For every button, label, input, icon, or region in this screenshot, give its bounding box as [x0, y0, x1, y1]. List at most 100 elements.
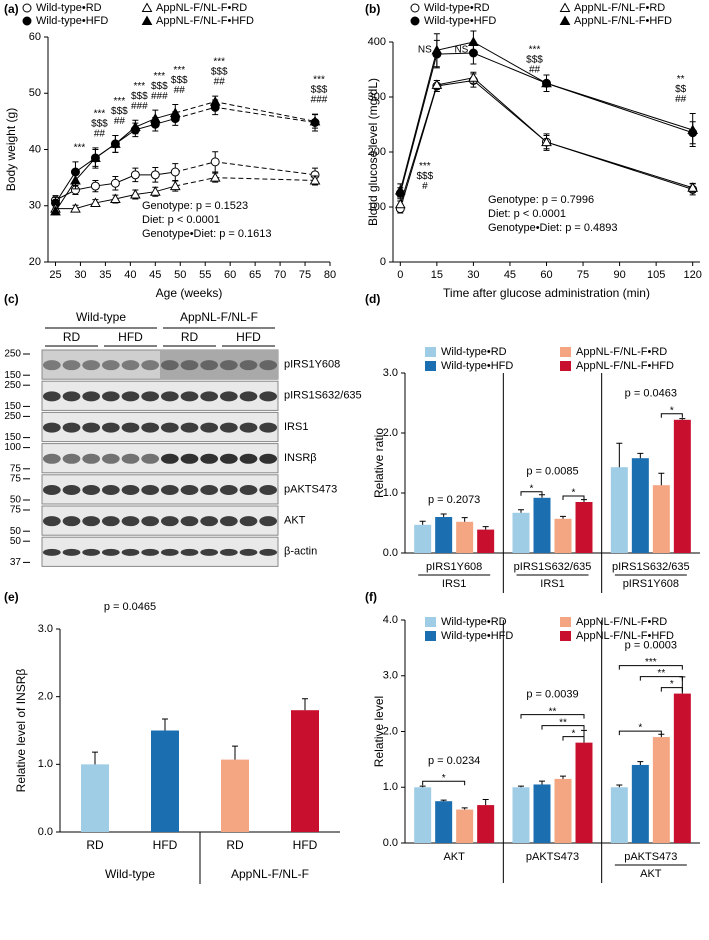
x-tick-label: 60: [540, 269, 552, 281]
band: [121, 422, 140, 433]
error-bar: [616, 442, 623, 468]
series-line: [175, 161, 316, 176]
x-tick-label: 70: [274, 269, 286, 281]
y-tick-label: 40: [29, 143, 41, 155]
bar: [477, 805, 495, 843]
bar: [151, 730, 179, 832]
band: [82, 453, 101, 464]
marker: [70, 203, 81, 213]
annotation: ##: [94, 128, 106, 139]
annotation: ##: [214, 77, 226, 88]
legend-swatch: [560, 347, 571, 357]
significance-bracket: [562, 736, 585, 741]
legend-marker: [22, 3, 32, 13]
band: [141, 516, 160, 527]
marker: [90, 152, 101, 162]
error-bar: [440, 799, 447, 802]
marker: [149, 113, 161, 123]
bar: [291, 710, 319, 832]
blot-strip: [41, 380, 279, 411]
panel-label: (c): [4, 292, 19, 306]
annotation: $$$: [171, 75, 188, 86]
series-line: [175, 177, 316, 187]
annotation: ***: [74, 143, 86, 154]
band: [121, 516, 140, 527]
bar: [512, 512, 530, 553]
band: [219, 391, 238, 402]
error-bar: [419, 520, 426, 525]
x-tick-label: 65: [249, 269, 261, 281]
marker: [150, 170, 160, 180]
bar: [610, 467, 628, 553]
significance-label: *: [572, 488, 576, 499]
band: [121, 360, 140, 371]
legend-marker: [410, 3, 420, 13]
legend-label: Wild-type•RD: [424, 2, 490, 14]
annotation: ***: [419, 161, 431, 172]
annotation: ***: [213, 57, 225, 68]
marker: [541, 77, 552, 88]
y-tick-label: 4.0: [383, 614, 398, 626]
y-tick-label: 60: [29, 31, 41, 43]
error-bar: [92, 751, 98, 765]
legend-label: AppNL-F/NL-F•HFD: [156, 15, 254, 27]
bar: [221, 759, 249, 832]
marker: [130, 170, 140, 180]
bar: [652, 737, 670, 843]
error-bar: [232, 745, 238, 760]
band: [219, 360, 238, 371]
x-tick-label: 30: [74, 269, 86, 281]
band: [180, 516, 199, 527]
legend-label: Wild-type•RD: [441, 616, 507, 628]
bar: [414, 524, 432, 553]
significance-bracket: [618, 665, 683, 670]
stat-text: Genotype: p = 0.7996: [488, 194, 594, 206]
y-tick-label: 2.0: [383, 427, 398, 439]
annotation: #: [422, 181, 428, 192]
significance-bracket: [618, 730, 662, 736]
bar: [456, 809, 474, 843]
y-tick-label: 1.0: [383, 487, 398, 499]
x-tick-label: 25: [49, 269, 61, 281]
p-value: p = 0.0039: [526, 689, 578, 701]
y-tick-label: 200: [368, 146, 386, 158]
y-axis-title: Relative level: [372, 696, 386, 767]
band: [42, 453, 61, 464]
legend-marker: [22, 16, 32, 26]
x-tick-label: pIRS1S632/635: [612, 561, 690, 573]
diet-label: HFD: [118, 330, 143, 344]
annotation: ##: [675, 94, 687, 105]
y-tick-label: 2.0: [383, 725, 398, 737]
stat-text: Diet: p < 0.0001: [142, 214, 220, 226]
marker: [431, 79, 443, 89]
bar: [512, 787, 530, 843]
band: [239, 516, 258, 527]
mw-marker: 150: [4, 401, 21, 412]
legend-label: AppNL-F/NL-F•RD: [576, 616, 667, 628]
bar: [414, 787, 432, 843]
marker: [431, 44, 443, 55]
x-tick-label: AKT: [443, 851, 465, 863]
significance-label: *: [638, 723, 642, 734]
annotation: ***: [529, 45, 541, 56]
legend-swatch: [425, 631, 436, 641]
significance-label: **: [559, 717, 567, 728]
band: [141, 422, 160, 433]
significance-bracket: [660, 687, 683, 692]
annotation: NS: [418, 45, 432, 56]
y-tick-label: 100: [368, 201, 386, 213]
x-tick-label: 40: [124, 269, 136, 281]
band: [219, 453, 238, 464]
band: [101, 548, 120, 556]
error-bar: [440, 513, 447, 517]
band: [82, 484, 101, 495]
band: [259, 360, 278, 371]
marker: [70, 174, 81, 185]
x-axis-title: Time after glucose administration (min): [443, 286, 650, 300]
band-label: IRS1: [284, 421, 308, 433]
band: [62, 516, 81, 527]
marker: [309, 115, 321, 126]
annotation: $$$: [211, 67, 228, 78]
genotype-label: AppNL-F/NL-F: [180, 310, 258, 324]
